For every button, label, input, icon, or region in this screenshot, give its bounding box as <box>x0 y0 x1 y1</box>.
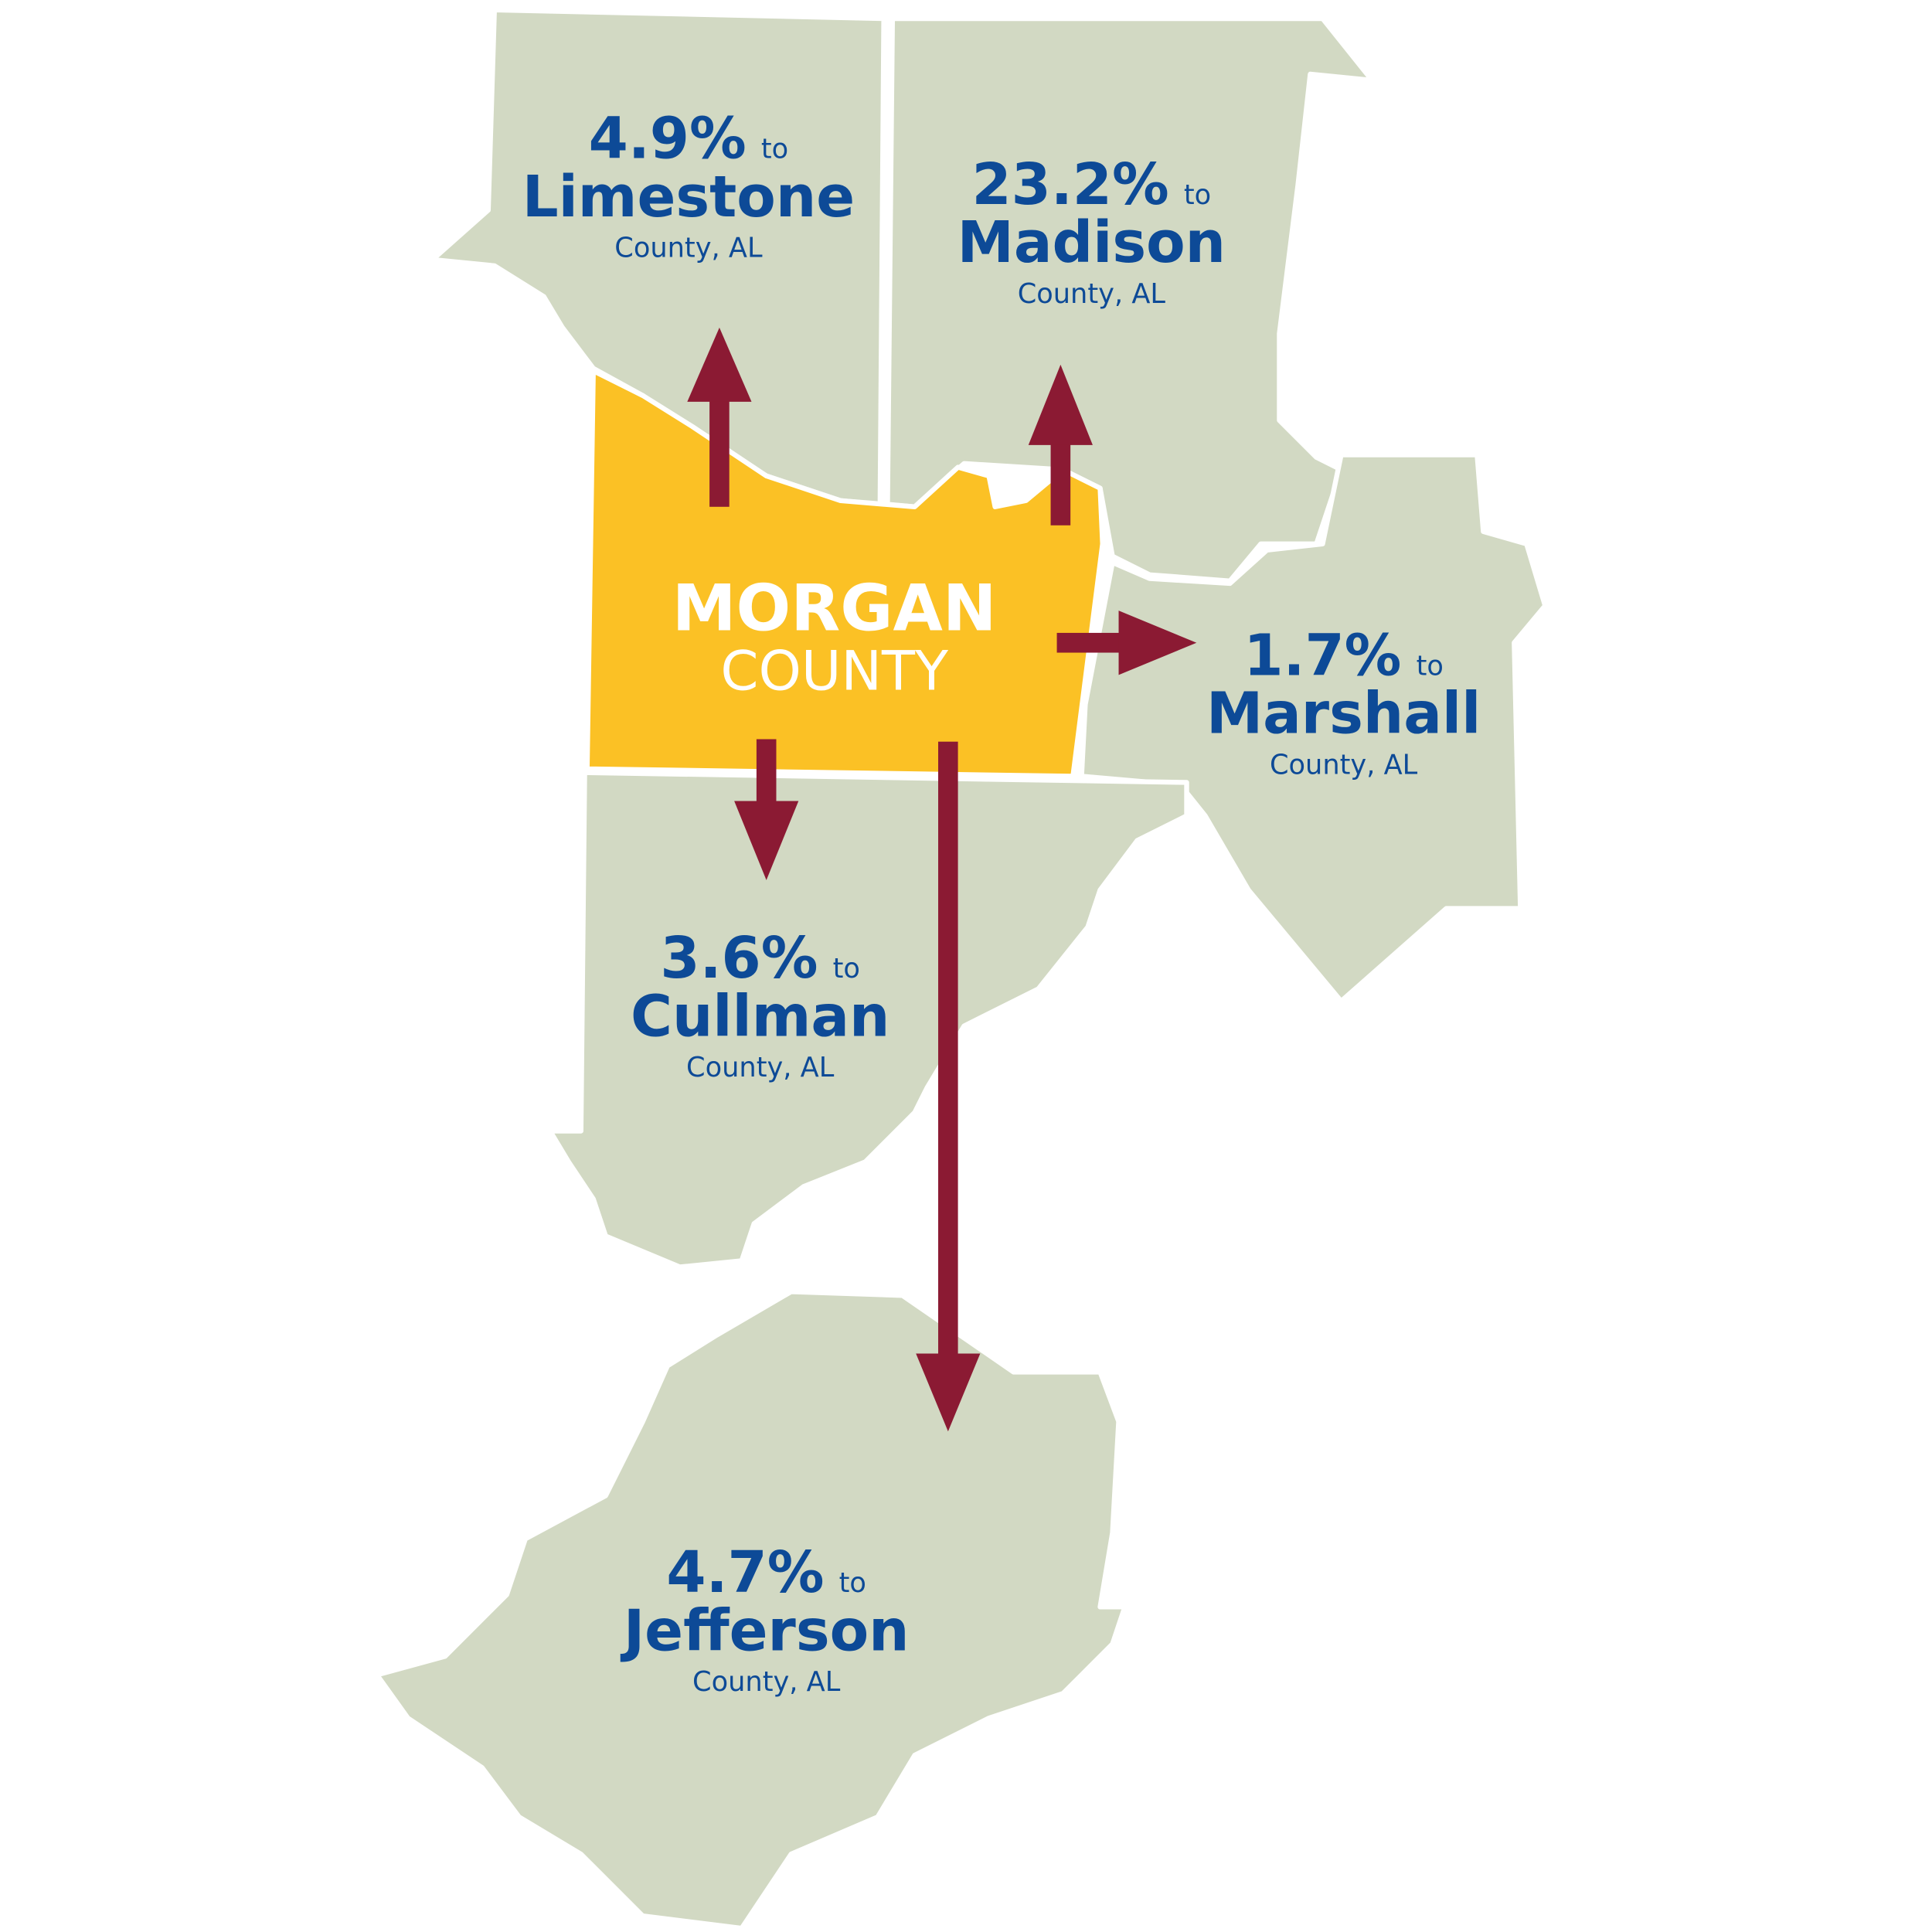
share: 23.2% <box>971 152 1168 218</box>
share-line: 4.9% to <box>589 107 789 172</box>
share-line: 1.7% to <box>1243 623 1444 689</box>
county-name: Madison <box>957 210 1226 276</box>
to-word: to <box>1184 179 1211 211</box>
to-word: to <box>833 953 860 985</box>
county-state: County, AL <box>1270 749 1418 781</box>
to-word: to <box>1417 650 1444 682</box>
share: 4.7% <box>666 1540 824 1606</box>
county-state: County, AL <box>692 1666 841 1698</box>
share: 4.9% <box>589 107 747 172</box>
share-line: 23.2% to <box>971 152 1211 218</box>
share: 3.6% <box>660 926 818 992</box>
to-word: to <box>839 1567 866 1599</box>
share: 1.7% <box>1243 623 1401 689</box>
arrow <box>938 741 958 1360</box>
arrow <box>1050 438 1071 526</box>
arrow-head <box>734 801 799 880</box>
share-line: 4.7% to <box>666 1540 866 1606</box>
arrows <box>687 327 1197 1432</box>
center-name: MORGAN <box>672 571 997 646</box>
arrow <box>756 739 777 808</box>
to-word: to <box>761 134 788 165</box>
county-name: Cullman <box>631 984 889 1049</box>
county-name: Marshall <box>1206 681 1481 747</box>
county-name: Jefferson <box>620 1598 910 1664</box>
county-name: Limestone <box>522 165 855 230</box>
cullman-county <box>547 770 1189 1270</box>
jefferson-county <box>374 1289 1128 1931</box>
arrow-head <box>916 1353 981 1432</box>
arrow <box>709 395 730 507</box>
county-state: County, AL <box>614 233 763 264</box>
county-state: County, AL <box>1018 278 1166 310</box>
county-state: County, AL <box>686 1052 835 1083</box>
arrow-head <box>1028 364 1093 445</box>
arrow <box>1056 632 1125 653</box>
center-kind: COUNTY <box>720 640 949 703</box>
arrow-head <box>1118 611 1197 675</box>
share-line: 3.6% to <box>660 926 860 992</box>
arrow-head <box>687 327 752 402</box>
